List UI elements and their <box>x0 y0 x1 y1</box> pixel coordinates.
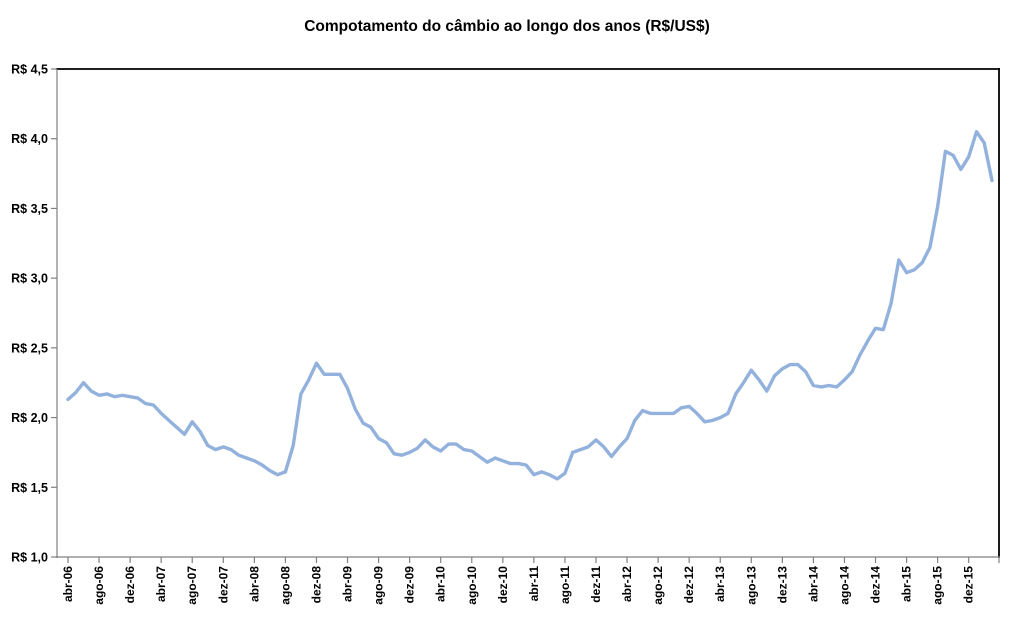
x-tick-label: abr-10 <box>434 566 448 602</box>
x-tick-label: ago-06 <box>92 566 106 605</box>
x-tick-label: ago-09 <box>372 566 386 605</box>
x-tick-label: dez-11 <box>589 566 603 603</box>
x-tick-label: ago-12 <box>651 566 665 605</box>
x-tick-label: ago-07 <box>185 566 199 605</box>
x-tick-label: ago-13 <box>744 566 758 605</box>
x-tick-label: abr-08 <box>247 566 261 602</box>
x-tick-label: abr-12 <box>620 566 634 602</box>
x-tick-label: abr-07 <box>154 566 168 602</box>
exchange-rate-series-line <box>66 129 994 481</box>
x-tick-label: ago-11 <box>558 566 572 604</box>
x-tick-label: abr-14 <box>806 566 820 602</box>
x-tick-label: ago-08 <box>278 566 292 605</box>
x-tick-label: dez-09 <box>403 566 417 604</box>
x-tick-label: abr-15 <box>900 566 914 602</box>
x-tick-label: dez-13 <box>775 566 789 604</box>
y-tick-label: R$ 4,5 <box>11 63 48 77</box>
x-tick-label: ago-15 <box>931 566 945 605</box>
x-tick-label: abr-06 <box>61 566 75 602</box>
x-tick-label: dez-08 <box>309 566 323 604</box>
chart-title: Compotamento do câmbio ao longo dos anos… <box>304 18 710 35</box>
x-tick-label: dez-14 <box>869 566 883 604</box>
plot-area <box>57 69 999 557</box>
x-tick-label: dez-06 <box>123 566 137 604</box>
y-tick-label: R$ 3,0 <box>11 272 48 286</box>
x-tick-label: dez-12 <box>682 566 696 604</box>
x-tick-label: dez-15 <box>962 566 976 604</box>
y-tick-label: R$ 1,0 <box>11 551 48 565</box>
x-tick-label: dez-10 <box>496 566 510 604</box>
x-tick-label: abr-13 <box>713 566 727 602</box>
y-tick-label: R$ 2,0 <box>11 411 48 425</box>
x-tick-label: abr-11 <box>527 566 541 602</box>
x-tick-label: abr-09 <box>341 566 355 602</box>
y-tick-label: R$ 4,0 <box>11 132 48 146</box>
y-tick-label: R$ 2,5 <box>11 341 48 355</box>
x-tick-label: ago-10 <box>465 566 479 605</box>
x-tick-label: dez-07 <box>216 566 230 604</box>
y-tick-label: R$ 3,5 <box>11 202 48 216</box>
x-tick-label: ago-14 <box>837 566 851 605</box>
y-tick-label: R$ 1,5 <box>11 481 48 495</box>
